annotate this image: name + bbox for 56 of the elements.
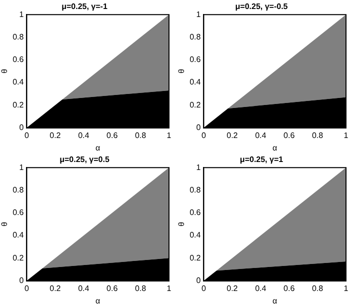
y-tick-label: 0.4 [190, 230, 202, 240]
y-tick-label: 0.6 [12, 208, 24, 218]
x-tick-label: 0.4 [255, 284, 267, 293]
x-tick-label: 1 [166, 130, 172, 140]
x-tick-label: 0.4 [255, 130, 267, 140]
x-tick-label: 1 [344, 284, 349, 293]
y-tick-label: 0 [19, 123, 24, 132]
y-tick-label: 0.6 [190, 208, 202, 218]
x-tick-label: 1 [344, 130, 349, 140]
x-axis-title: α [272, 143, 278, 152]
chart-title: μ=0.25, γ=-0.5 [235, 2, 288, 12]
chart-title: μ=0.25, γ=1 [240, 155, 284, 164]
y-tick-label: 0.2 [12, 100, 24, 110]
y-tick-label: 0.2 [190, 253, 202, 262]
x-axis-title: α [272, 296, 278, 306]
y-tick-label: 0 [196, 276, 202, 286]
y-axis-title: θ [177, 221, 186, 226]
y-tick-label: 0.4 [12, 230, 24, 240]
y-axis-title: θ [177, 68, 186, 74]
x-axis-title: α [96, 296, 101, 306]
y-axis-title: θ [0, 68, 10, 74]
y-tick-label: 0.8 [190, 185, 202, 194]
x-tick-label: 0.4 [78, 284, 90, 293]
x-tick-label: 0.2 [50, 130, 62, 140]
x-axis-title: α [96, 143, 101, 152]
x-tick-label: 0.2 [50, 284, 62, 293]
x-tick-label: 0.6 [284, 284, 296, 293]
x-tick-label: 0.4 [78, 130, 90, 140]
y-tick-label: 0.8 [190, 32, 202, 42]
y-tick-label: 1 [19, 162, 24, 172]
chart-title: μ=0.25, γ=-1 [62, 2, 108, 12]
x-tick-label: 0.8 [134, 284, 147, 293]
x-tick-label: 0.6 [106, 130, 118, 140]
y-tick-label: 0.8 [12, 185, 24, 194]
x-tick-label: 0.2 [226, 130, 238, 140]
y-tick-label: 0 [19, 276, 24, 286]
y-tick-label: 1 [196, 162, 202, 172]
x-tick-label: 0.6 [106, 284, 118, 293]
x-tick-label: 0.6 [284, 130, 296, 140]
x-tick-label: 1 [166, 284, 172, 293]
y-tick-label: 0.4 [190, 78, 202, 87]
y-tick-label: 1 [19, 10, 24, 19]
y-tick-label: 0.6 [12, 55, 24, 64]
y-tick-label: 0.2 [190, 100, 202, 110]
x-tick-label: 0.8 [312, 130, 324, 140]
y-tick-label: 1 [196, 10, 202, 19]
y-tick-label: 0.4 [12, 78, 24, 87]
x-tick-label: 0.8 [312, 284, 324, 293]
y-tick-label: 0 [196, 123, 202, 132]
y-tick-label: 0.6 [190, 55, 202, 64]
y-tick-label: 0.8 [12, 32, 24, 42]
y-axis-title: θ [0, 221, 10, 226]
chart-title: μ=0.25, γ=0.5 [60, 155, 110, 164]
x-tick-label: 0.2 [226, 284, 238, 293]
y-tick-label: 0.2 [12, 253, 24, 262]
x-tick-label: 0.8 [134, 130, 147, 140]
